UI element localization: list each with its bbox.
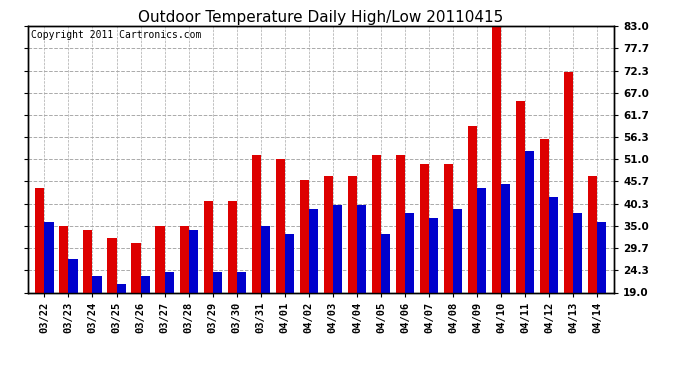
Bar bbox=[492, 26, 501, 372]
Bar bbox=[564, 72, 573, 372]
Bar bbox=[179, 226, 188, 372]
Bar bbox=[165, 272, 174, 372]
Bar bbox=[204, 201, 213, 372]
Bar bbox=[92, 276, 101, 372]
Bar bbox=[276, 159, 285, 372]
Bar bbox=[468, 126, 477, 372]
Bar bbox=[44, 222, 54, 372]
Bar bbox=[598, 222, 607, 372]
Bar bbox=[573, 213, 582, 372]
Bar bbox=[188, 230, 198, 372]
Bar bbox=[324, 176, 333, 372]
Text: Copyright 2011 Cartronics.com: Copyright 2011 Cartronics.com bbox=[30, 30, 201, 40]
Bar bbox=[213, 272, 221, 372]
Bar bbox=[549, 197, 558, 372]
Bar bbox=[501, 184, 511, 372]
Bar bbox=[453, 209, 462, 372]
Bar bbox=[405, 213, 414, 372]
Bar bbox=[444, 164, 453, 372]
Bar bbox=[396, 155, 405, 372]
Bar bbox=[68, 259, 77, 372]
Bar bbox=[516, 101, 525, 372]
Bar bbox=[588, 176, 598, 372]
Bar bbox=[525, 151, 534, 372]
Bar bbox=[155, 226, 165, 372]
Bar bbox=[83, 230, 92, 372]
Bar bbox=[429, 217, 438, 372]
Bar bbox=[59, 226, 68, 372]
Bar bbox=[35, 189, 44, 372]
Title: Outdoor Temperature Daily High/Low 20110415: Outdoor Temperature Daily High/Low 20110… bbox=[138, 10, 504, 25]
Bar bbox=[261, 226, 270, 372]
Bar bbox=[228, 201, 237, 372]
Bar bbox=[477, 189, 486, 372]
Bar bbox=[381, 234, 390, 372]
Bar bbox=[372, 155, 381, 372]
Bar bbox=[108, 238, 117, 372]
Bar bbox=[131, 243, 141, 372]
Bar bbox=[299, 180, 309, 372]
Bar bbox=[333, 205, 342, 372]
Bar bbox=[117, 284, 126, 372]
Bar bbox=[348, 176, 357, 372]
Bar bbox=[309, 209, 318, 372]
Bar bbox=[357, 205, 366, 372]
Bar bbox=[237, 272, 246, 372]
Bar bbox=[141, 276, 150, 372]
Bar bbox=[540, 139, 549, 372]
Bar bbox=[285, 234, 294, 372]
Bar bbox=[420, 164, 429, 372]
Bar bbox=[252, 155, 261, 372]
